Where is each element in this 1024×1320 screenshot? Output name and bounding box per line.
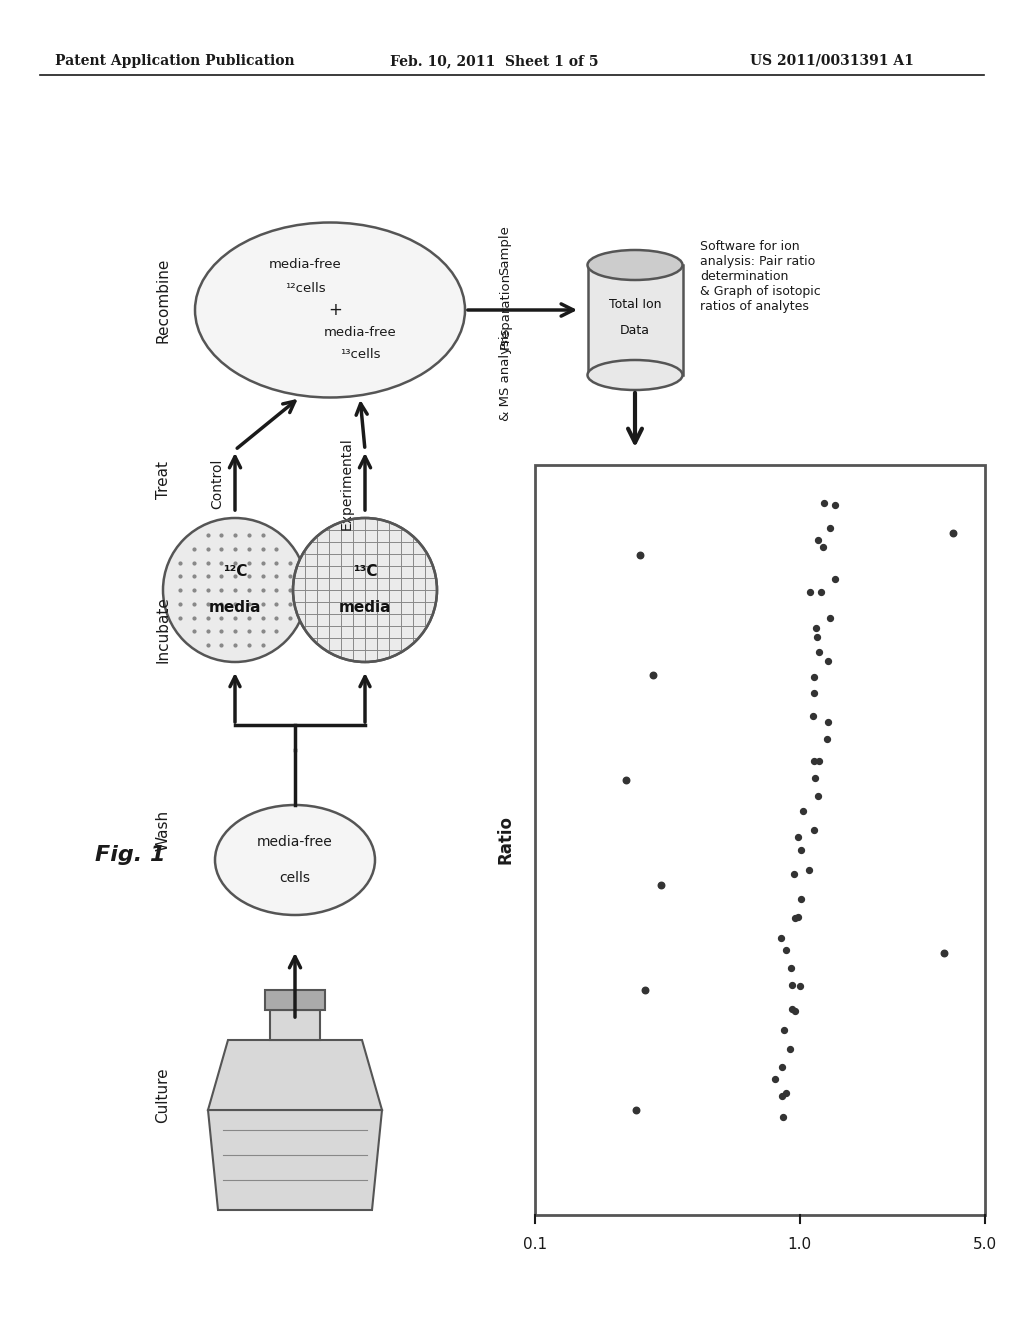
Text: media-free: media-free <box>268 259 341 272</box>
Point <box>801 859 817 880</box>
Text: Wash: Wash <box>156 809 171 850</box>
Point <box>778 940 795 961</box>
Point <box>781 1039 798 1060</box>
Ellipse shape <box>215 805 375 915</box>
Text: & MS analysis: & MS analysis <box>499 329 512 421</box>
Text: 5.0: 5.0 <box>973 1237 997 1251</box>
Point <box>783 998 800 1019</box>
Point <box>806 682 822 704</box>
Point <box>808 627 824 648</box>
Point <box>815 492 831 513</box>
Text: Fig. 1: Fig. 1 <box>95 845 166 865</box>
Point <box>773 1085 790 1106</box>
Polygon shape <box>208 1040 382 1110</box>
Point <box>628 1100 644 1121</box>
Text: cells: cells <box>280 871 310 884</box>
Text: Treat: Treat <box>156 461 171 499</box>
Point <box>785 863 802 884</box>
Point <box>795 801 811 822</box>
Text: media-free: media-free <box>324 326 396 338</box>
Point <box>945 521 962 543</box>
FancyBboxPatch shape <box>588 265 683 375</box>
Point <box>637 979 653 1001</box>
Point <box>783 975 800 997</box>
Point <box>783 957 800 978</box>
Text: Total Ion: Total Ion <box>608 298 662 312</box>
Text: media: media <box>209 601 261 615</box>
Point <box>806 667 822 688</box>
Text: Preparation: Preparation <box>499 272 512 348</box>
Text: media-free: media-free <box>257 836 333 849</box>
Text: Control: Control <box>210 459 224 510</box>
Text: ¹²C: ¹²C <box>223 565 247 579</box>
Text: Patent Application Publication: Patent Application Publication <box>55 54 295 69</box>
Text: ¹³cells: ¹³cells <box>340 348 380 362</box>
Point <box>778 1082 795 1104</box>
Text: ¹²cells: ¹²cells <box>285 281 326 294</box>
Point <box>793 888 809 909</box>
Point <box>775 1106 792 1127</box>
Point <box>818 729 835 750</box>
Text: Software for ion
analysis: Pair ratio
determination
& Graph of isotopic
ratios o: Software for ion analysis: Pair ratio de… <box>700 240 821 313</box>
Point <box>791 826 807 847</box>
Text: Feb. 10, 2011  Sheet 1 of 5: Feb. 10, 2011 Sheet 1 of 5 <box>390 54 598 69</box>
Text: Sample: Sample <box>499 226 512 275</box>
Text: Recombine: Recombine <box>156 257 171 343</box>
Point <box>645 664 662 685</box>
Polygon shape <box>208 1110 382 1210</box>
Text: ¹³C: ¹³C <box>352 565 377 579</box>
Text: 1.0: 1.0 <box>787 1237 812 1251</box>
Point <box>776 1019 793 1040</box>
Circle shape <box>293 517 437 663</box>
FancyBboxPatch shape <box>265 990 325 1010</box>
Ellipse shape <box>195 223 465 397</box>
Point <box>821 517 838 539</box>
Ellipse shape <box>588 360 683 389</box>
Point <box>786 908 803 929</box>
Point <box>819 651 836 672</box>
Text: +: + <box>328 301 342 319</box>
Point <box>773 1056 790 1077</box>
Point <box>617 770 634 791</box>
Text: Experimental: Experimental <box>340 438 354 531</box>
Point <box>810 529 826 550</box>
Point <box>808 618 824 639</box>
Point <box>813 581 829 602</box>
Point <box>811 642 827 663</box>
Text: Ratio: Ratio <box>496 816 514 865</box>
Text: Culture: Culture <box>156 1067 171 1123</box>
Point <box>653 874 670 895</box>
Point <box>793 840 809 861</box>
Point <box>806 820 822 841</box>
Point <box>810 750 826 771</box>
Text: media: media <box>339 601 391 615</box>
Text: Data: Data <box>620 323 650 337</box>
Point <box>806 751 822 772</box>
Point <box>632 544 648 565</box>
Point <box>827 569 844 590</box>
Point <box>810 785 826 807</box>
Point <box>815 537 831 558</box>
Point <box>790 906 806 927</box>
Text: 0.1: 0.1 <box>523 1237 547 1251</box>
Ellipse shape <box>588 249 683 280</box>
Point <box>767 1069 783 1090</box>
Point <box>822 607 839 628</box>
FancyBboxPatch shape <box>270 1010 319 1040</box>
Text: US 2011/0031391 A1: US 2011/0031391 A1 <box>750 54 913 69</box>
Circle shape <box>163 517 307 663</box>
Point <box>792 975 808 997</box>
Text: Incubate: Incubate <box>156 597 171 664</box>
Point <box>805 705 821 726</box>
Point <box>802 581 818 602</box>
Point <box>827 494 844 515</box>
Point <box>807 767 823 788</box>
Point <box>936 942 952 964</box>
Point <box>773 927 790 948</box>
Point <box>819 711 836 733</box>
Point <box>786 1001 803 1022</box>
Polygon shape <box>535 465 985 1214</box>
